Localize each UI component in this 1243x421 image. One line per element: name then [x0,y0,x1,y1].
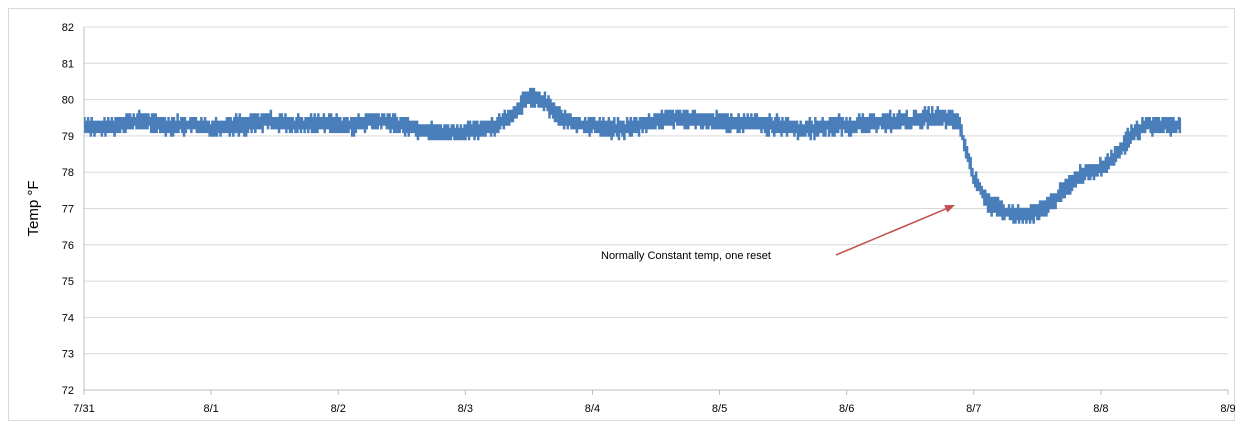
y-axis-label: Temp °F [25,180,42,236]
y-tick-label: 81 [62,58,74,70]
annotation-arrow [835,207,948,256]
y-tick-label: 74 [62,312,74,324]
y-tick-label: 75 [62,276,74,288]
axes [83,27,1228,391]
x-tick-label: 8/8 [1093,403,1108,415]
y-tick-label: 72 [62,385,74,397]
y-tick-label: 78 [62,167,74,179]
chart-border [8,8,1235,421]
annotation-arrow-head [944,205,955,213]
annotation-text: Normally Constant temp, one reset [601,250,771,262]
x-tick-label: 8/9 [1220,403,1235,415]
x-tick-label: 8/2 [331,403,346,415]
x-tick-label: 7/31 [73,403,94,415]
annotation: Normally Constant temp, one reset [601,205,955,262]
x-tick-label: 8/3 [458,403,473,415]
x-tick-label: 8/1 [203,403,218,415]
x-tick-label: 8/6 [839,403,854,415]
x-tick-label: 8/4 [585,403,600,415]
y-tick-label: 80 [62,95,74,107]
x-tick-label: 8/7 [966,403,981,415]
grid-lines [84,26,1228,355]
x-tick-labels: 7/31 8/1 8/2 8/3 8/4 8/5 8/6 8/7 8/8 8/9 [73,390,1236,415]
y-tick-label: 79 [62,131,74,143]
series-layer [84,87,1182,224]
y-tick-label: 77 [62,204,74,216]
y-tick-labels: 72 73 74 75 76 77 78 79 80 81 82 [62,22,74,397]
y-tick-label: 73 [62,349,74,361]
y-tick-label: 76 [62,240,74,252]
x-tick-label: 8/5 [712,403,727,415]
y-tick-label: 82 [62,22,74,34]
temperature-series-line [84,87,1182,224]
